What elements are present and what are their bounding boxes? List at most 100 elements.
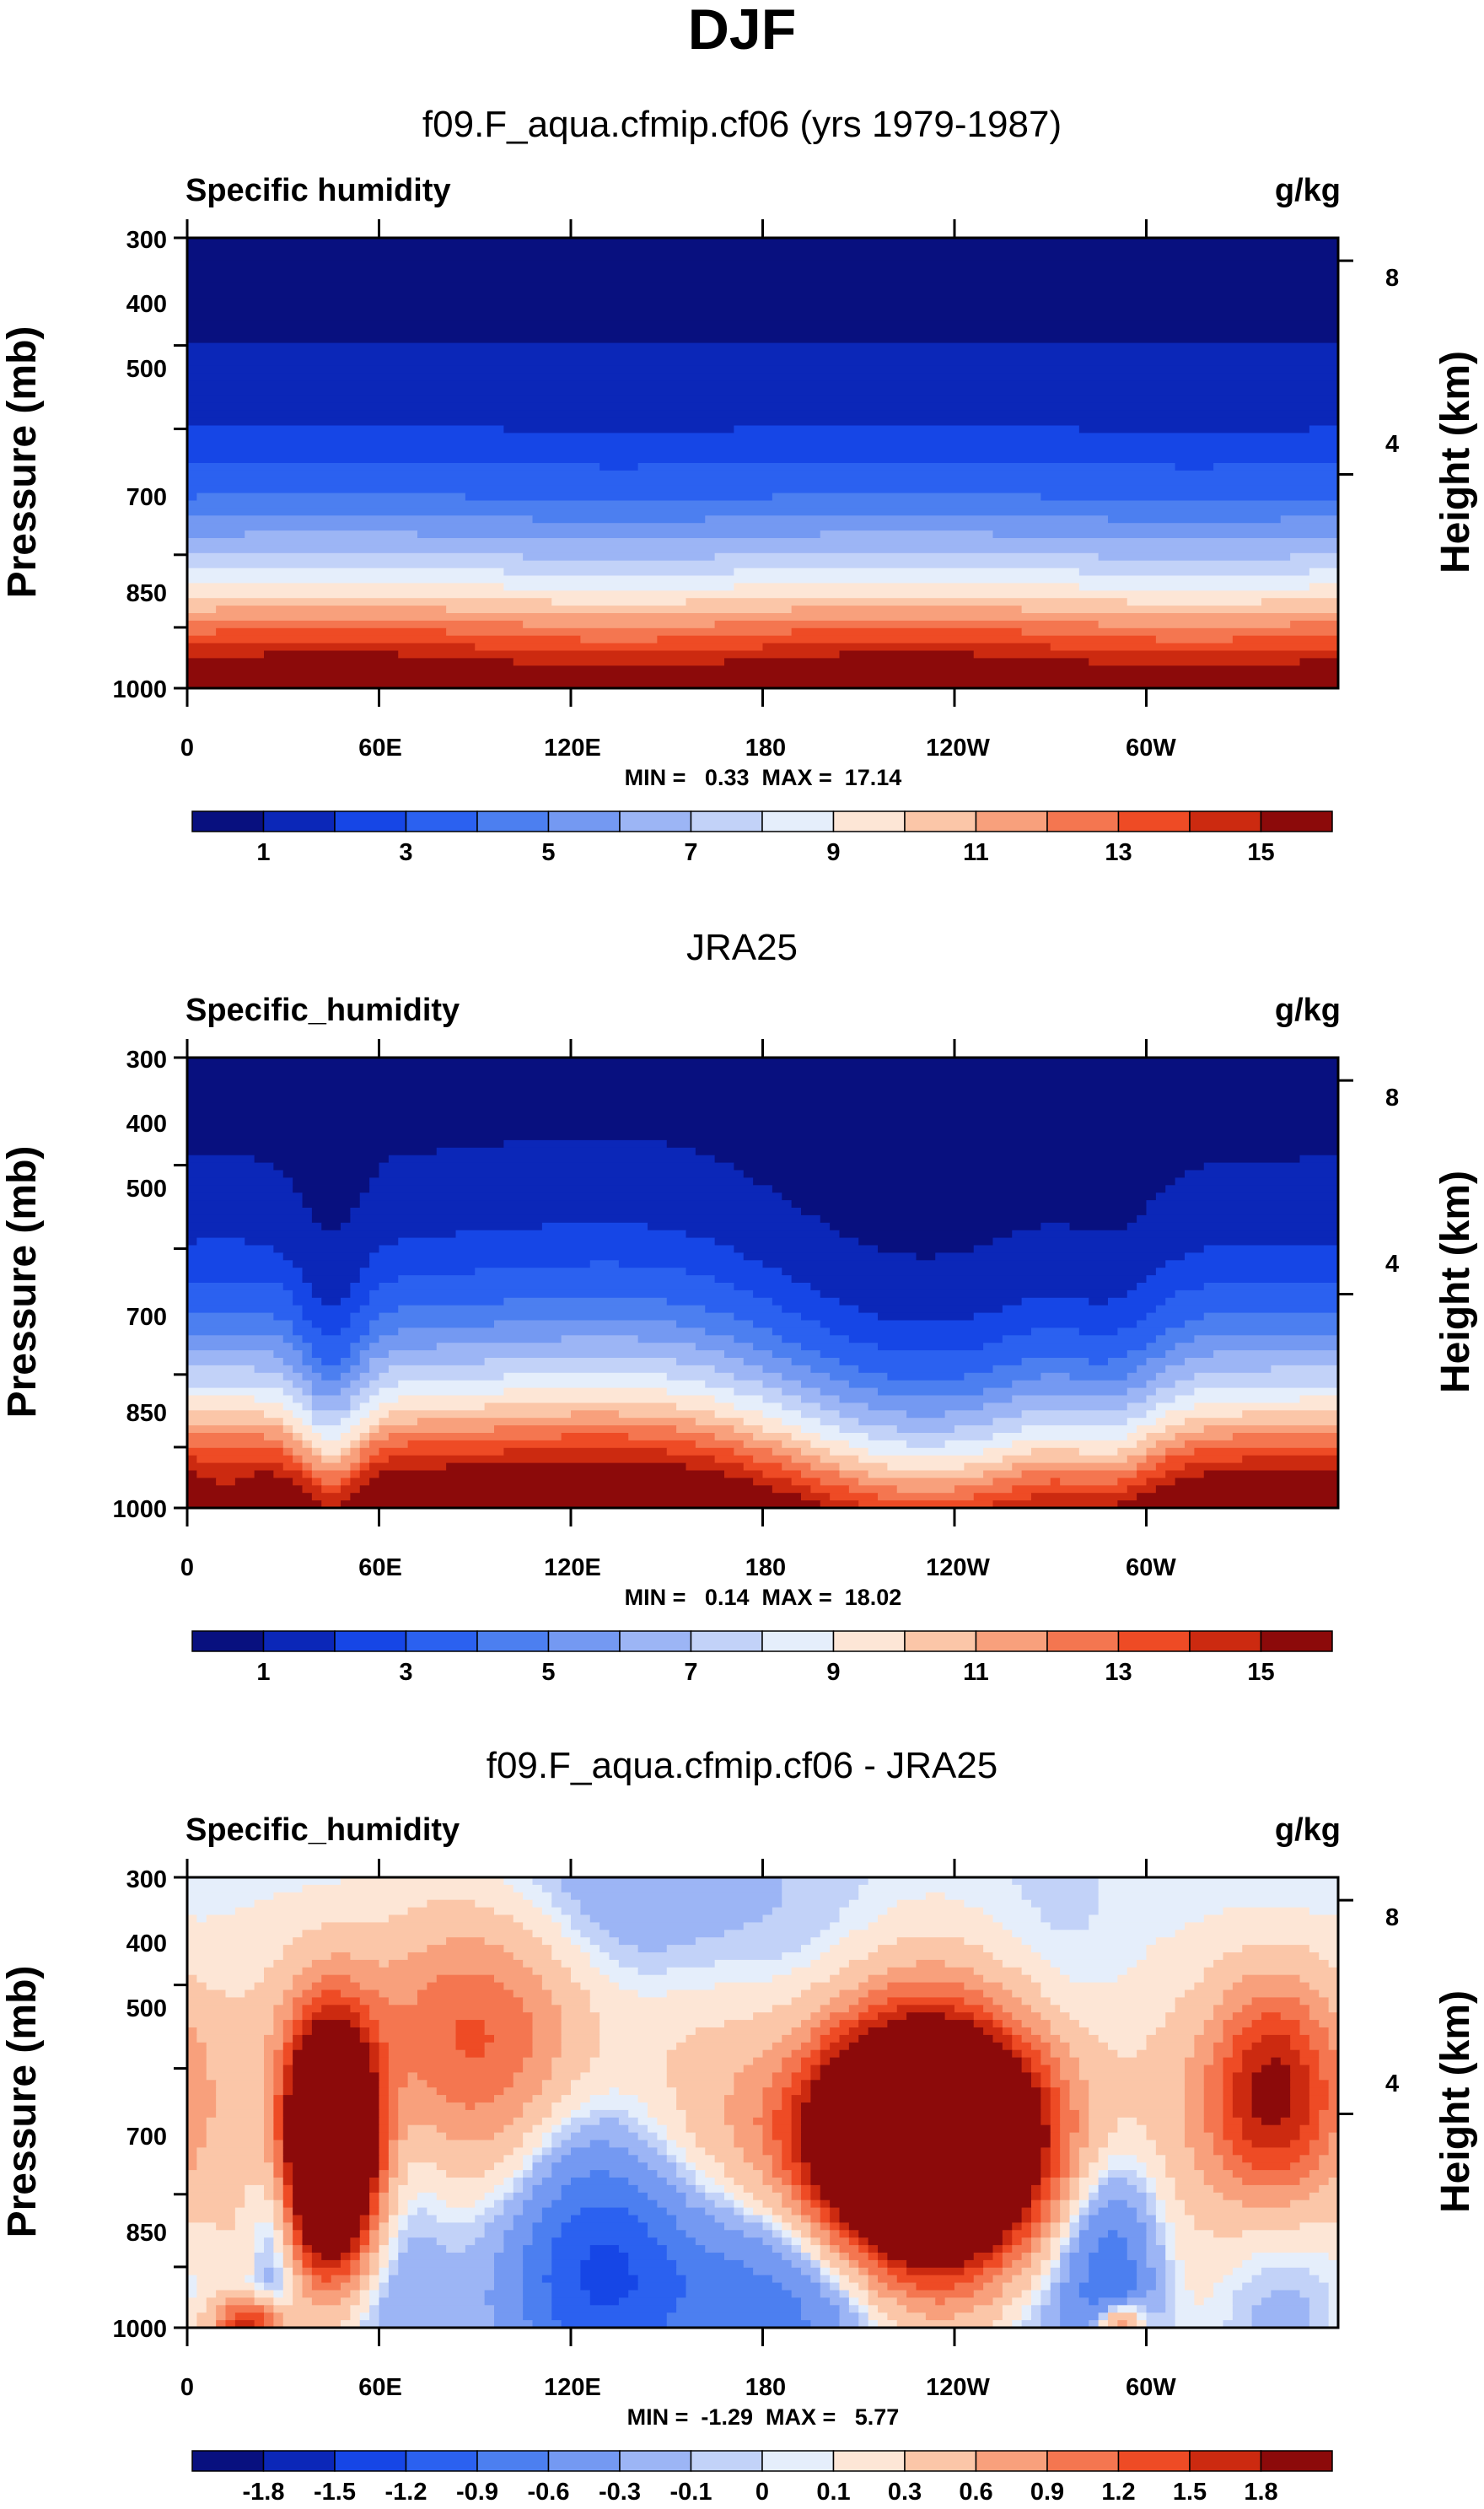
contour-cell <box>810 2184 821 2194</box>
contour-cell <box>1319 2117 1338 2126</box>
colorbar-label: 9 <box>826 839 840 866</box>
contour-cell <box>302 2275 313 2284</box>
contour-cell <box>264 2095 274 2103</box>
contour-cell <box>398 1395 716 1403</box>
contour-cell <box>848 1380 1013 1389</box>
contour-cell <box>551 2297 591 2306</box>
contour-cell <box>801 2065 811 2073</box>
colorbar-label: 13 <box>1105 839 1132 866</box>
contour-cell <box>1031 2005 1061 2013</box>
contour-cell <box>1117 1327 1166 1336</box>
contour-cell <box>666 2057 754 2066</box>
contour-cell <box>1012 1877 1100 1886</box>
contour-cell <box>1251 2087 1291 2096</box>
contour-cell <box>648 2124 668 2134</box>
contour-cell <box>772 493 1041 502</box>
contour-cell <box>1021 1967 1061 1976</box>
contour-cell <box>523 2178 543 2186</box>
contour-cell <box>293 2178 370 2186</box>
contour-cell <box>743 2215 764 2223</box>
contour-cell <box>791 2237 802 2246</box>
contour-cell <box>484 2020 534 2028</box>
contour-cell <box>810 1937 841 1946</box>
contour-cell <box>341 1327 370 1336</box>
contour-cell <box>1185 2267 1234 2276</box>
contour-cell <box>359 1455 370 1464</box>
contour-cell <box>369 1440 409 1449</box>
contour-cell <box>513 2184 524 2194</box>
contour-cell <box>628 2124 648 2134</box>
contour-cell <box>455 2034 495 2043</box>
contour-cell <box>455 2042 486 2051</box>
contour-cell <box>1146 2230 1157 2238</box>
contour-cell <box>196 1455 293 1464</box>
contour-cell <box>695 2162 725 2171</box>
contour-cell <box>1242 2282 1330 2291</box>
contour-cell <box>388 2275 495 2284</box>
contour-cell <box>762 1260 1166 1268</box>
contour-cell <box>484 2192 504 2201</box>
contour-cell <box>388 1914 514 1923</box>
contour-cell <box>350 1478 370 1486</box>
contour-cell <box>216 2087 265 2096</box>
lon-tick-180: 180 <box>745 735 786 762</box>
contour-cell <box>1021 1297 1089 1306</box>
contour-cell <box>1309 2320 1330 2328</box>
contour-cell <box>1309 425 1338 433</box>
contour-cell <box>1146 1380 1176 1389</box>
contour-cell <box>187 545 1338 554</box>
contour-cell <box>532 2184 562 2194</box>
contour-cell <box>503 2237 534 2246</box>
contour-cell <box>388 2095 399 2103</box>
contour-cell <box>1078 2230 1109 2238</box>
contour-cell <box>196 1914 207 1923</box>
contour-cell <box>830 2027 850 2036</box>
contour-cell <box>1261 2297 1310 2306</box>
contour-cell <box>388 2072 409 2081</box>
contour-cell <box>1050 2282 1061 2291</box>
contour-cell <box>1117 2124 1148 2134</box>
contour-cell <box>1012 1380 1148 1389</box>
contour-cell <box>187 2237 255 2246</box>
contour-cell <box>455 2027 486 2036</box>
contour-cell <box>513 2170 524 2178</box>
contour-cell <box>1040 2297 1051 2306</box>
contour-cell <box>331 1952 351 1961</box>
contour-cell <box>245 2199 274 2209</box>
contour-cell <box>293 2065 370 2073</box>
contour-cell <box>264 2320 274 2328</box>
contour-cell <box>273 2095 284 2103</box>
contour-cell <box>245 2184 265 2194</box>
contour-cell <box>541 2117 562 2126</box>
contour-cell <box>589 2297 620 2306</box>
contour-cell <box>541 1982 581 1991</box>
contour-cell <box>868 2275 879 2284</box>
contour-cell <box>580 2207 629 2216</box>
contour-cell <box>541 2087 572 2096</box>
contour-cell <box>600 1945 639 1953</box>
contour-cell <box>523 2199 552 2209</box>
contour-cell <box>379 2230 390 2238</box>
contour-cell <box>187 2102 217 2111</box>
contour-cell <box>676 2140 696 2148</box>
contour-cell <box>1021 1470 1137 1478</box>
contour-cell <box>906 2259 965 2269</box>
contour-cell <box>810 2080 1032 2088</box>
contour-cell <box>762 2199 782 2209</box>
contour-cell <box>1069 2222 1080 2231</box>
contour-cell <box>1126 1289 1176 1299</box>
contour-cell <box>1137 2259 1148 2269</box>
contour-cell <box>446 2095 495 2103</box>
contour-cell <box>801 2057 821 2066</box>
panel-difference: f09.F_aqua.cfmip.cf06 - JRA25 Specific_h… <box>0 1745 1478 2506</box>
contour-cell <box>388 2140 399 2148</box>
contour-cell <box>1002 2282 1032 2291</box>
contour-cell <box>293 2222 304 2231</box>
contour-cell <box>234 1907 409 1916</box>
contour-cell <box>254 1899 427 1909</box>
contour-cell <box>1319 2020 1338 2028</box>
contour-cell <box>350 1395 370 1403</box>
contour-cell <box>293 2207 370 2216</box>
contour-cell <box>714 2155 745 2163</box>
contour-cell <box>273 2049 284 2059</box>
